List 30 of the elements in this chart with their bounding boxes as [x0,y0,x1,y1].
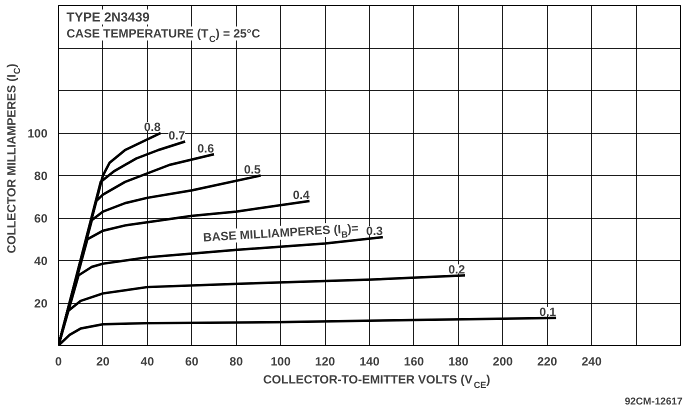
y-tick-label: 40 [34,254,48,268]
x-tick-label: 200 [492,354,514,368]
text: 92CM-12617 [624,396,683,408]
y-tick-label: 60 [34,212,48,226]
x-tick-label: 100 [270,354,291,368]
y-tick-label: 100 [27,126,48,140]
series-label: 0.8 [144,120,162,134]
x-tick-label: 40 [140,354,154,368]
x-tick-label: 20 [96,354,110,368]
y-tick-label: 80 [34,169,48,183]
series-label: 0.7 [168,128,186,142]
series-label: 0.1 [539,304,556,319]
series-label: 0.5 [244,162,261,176]
series-label: 0.2 [448,262,466,276]
series-label: 0.4 [292,188,310,202]
y-tick-label: 20 [34,296,48,310]
x-tick-label: 220 [537,354,558,368]
chart-title: TYPE 2N3439 [66,10,150,24]
annotation: BASE MILLIAMPERES (IB)= [202,221,359,244]
x-tick-label: 240 [582,354,602,368]
x-tick-label: 120 [315,354,336,368]
series-label: 0.6 [197,141,214,156]
x-tick-label: 80 [230,354,244,368]
x-tick-label: 160 [404,354,424,368]
x-tick-label: 140 [359,354,380,368]
series-label: 0.3 [366,224,384,238]
x-tick-label: 60 [185,354,199,368]
x-tick-label: 0 [55,354,62,368]
x-tick-label: 180 [448,354,469,368]
y-axis-title: COLLECTOR MILLIAMPERES (IC) [4,64,22,254]
